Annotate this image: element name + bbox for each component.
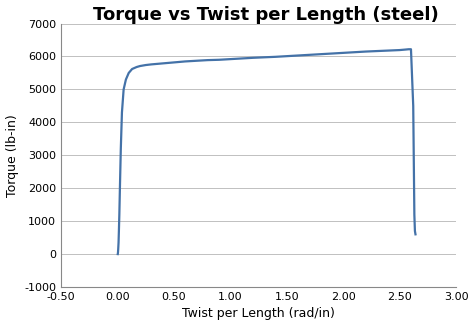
- X-axis label: Twist per Length (rad/in): Twist per Length (rad/in): [182, 307, 335, 320]
- Y-axis label: Torque (lb-in): Torque (lb-in): [6, 114, 18, 197]
- Text: Torque vs Twist per Length (steel): Torque vs Twist per Length (steel): [92, 6, 438, 23]
